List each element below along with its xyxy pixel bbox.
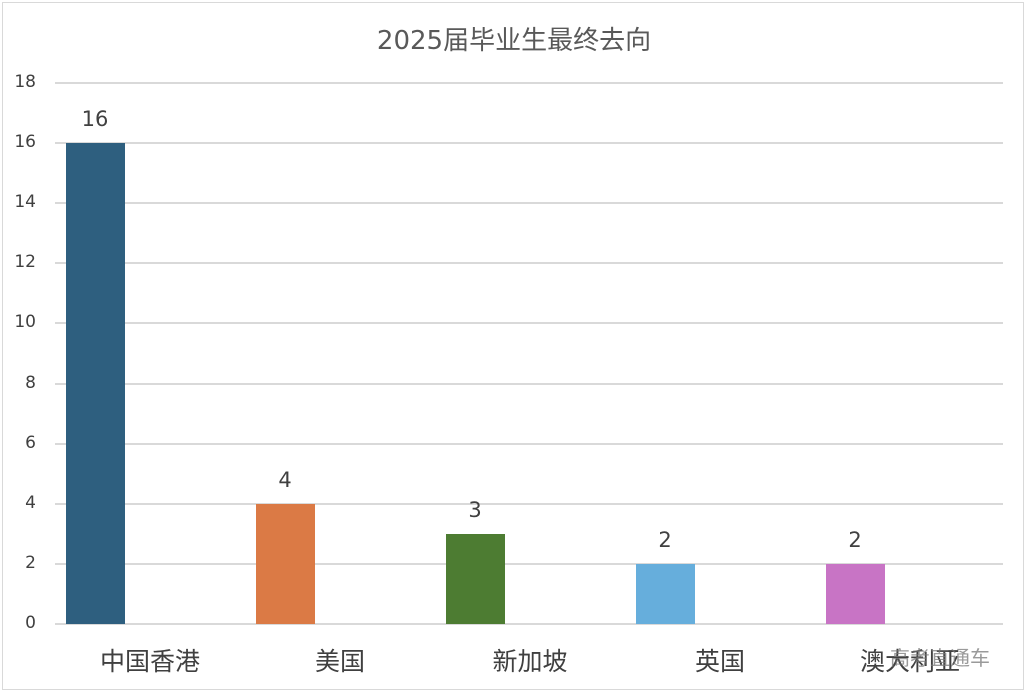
gridline: [55, 142, 1003, 145]
bar: [445, 533, 505, 624]
y-tick-label: 4: [25, 492, 36, 513]
watermark: 高考直通车: [890, 646, 990, 670]
bar: [65, 143, 125, 624]
x-tick-label: 美国: [314, 647, 365, 676]
bar-value-label: 2: [848, 527, 862, 552]
y-tick-label: 14: [14, 192, 36, 213]
y-tick-label: 0: [25, 613, 36, 633]
x-tick-label: 新加坡: [492, 647, 568, 676]
bar: [825, 563, 885, 624]
x-tick-label: 澳大利亚: [859, 647, 960, 676]
x-tick-label: 中国香港: [99, 647, 200, 676]
y-tick-label: 12: [14, 252, 36, 273]
bar-value-label: 3: [468, 497, 482, 522]
gridline: [55, 322, 1003, 325]
bar-value-label: 16: [81, 107, 109, 132]
y-tick-label: 18: [14, 72, 36, 92]
bar-value-label: 2: [658, 527, 672, 552]
gridline: [55, 382, 1003, 385]
bar: [635, 563, 695, 624]
y-tick-label: 8: [25, 372, 36, 393]
bar-value-label: 4: [278, 467, 292, 492]
gridline: [55, 442, 1003, 445]
chart-title: 2025届毕业生最终去向: [376, 26, 652, 56]
y-tick-label: 10: [14, 312, 36, 333]
gridline: [55, 82, 1003, 84]
y-tick-label: 16: [14, 132, 36, 153]
bar: [255, 503, 315, 624]
gridline: [55, 502, 1003, 505]
gridline: [55, 623, 1003, 625]
gridline: [55, 202, 1003, 205]
y-tick-label: 2: [25, 552, 36, 573]
y-tick-label: 6: [25, 432, 36, 453]
gridline: [55, 262, 1003, 265]
gridline: [55, 562, 1003, 565]
x-tick-label: 英国: [694, 647, 745, 676]
plot-area: 16 4 3 2 2: [55, 82, 1003, 625]
